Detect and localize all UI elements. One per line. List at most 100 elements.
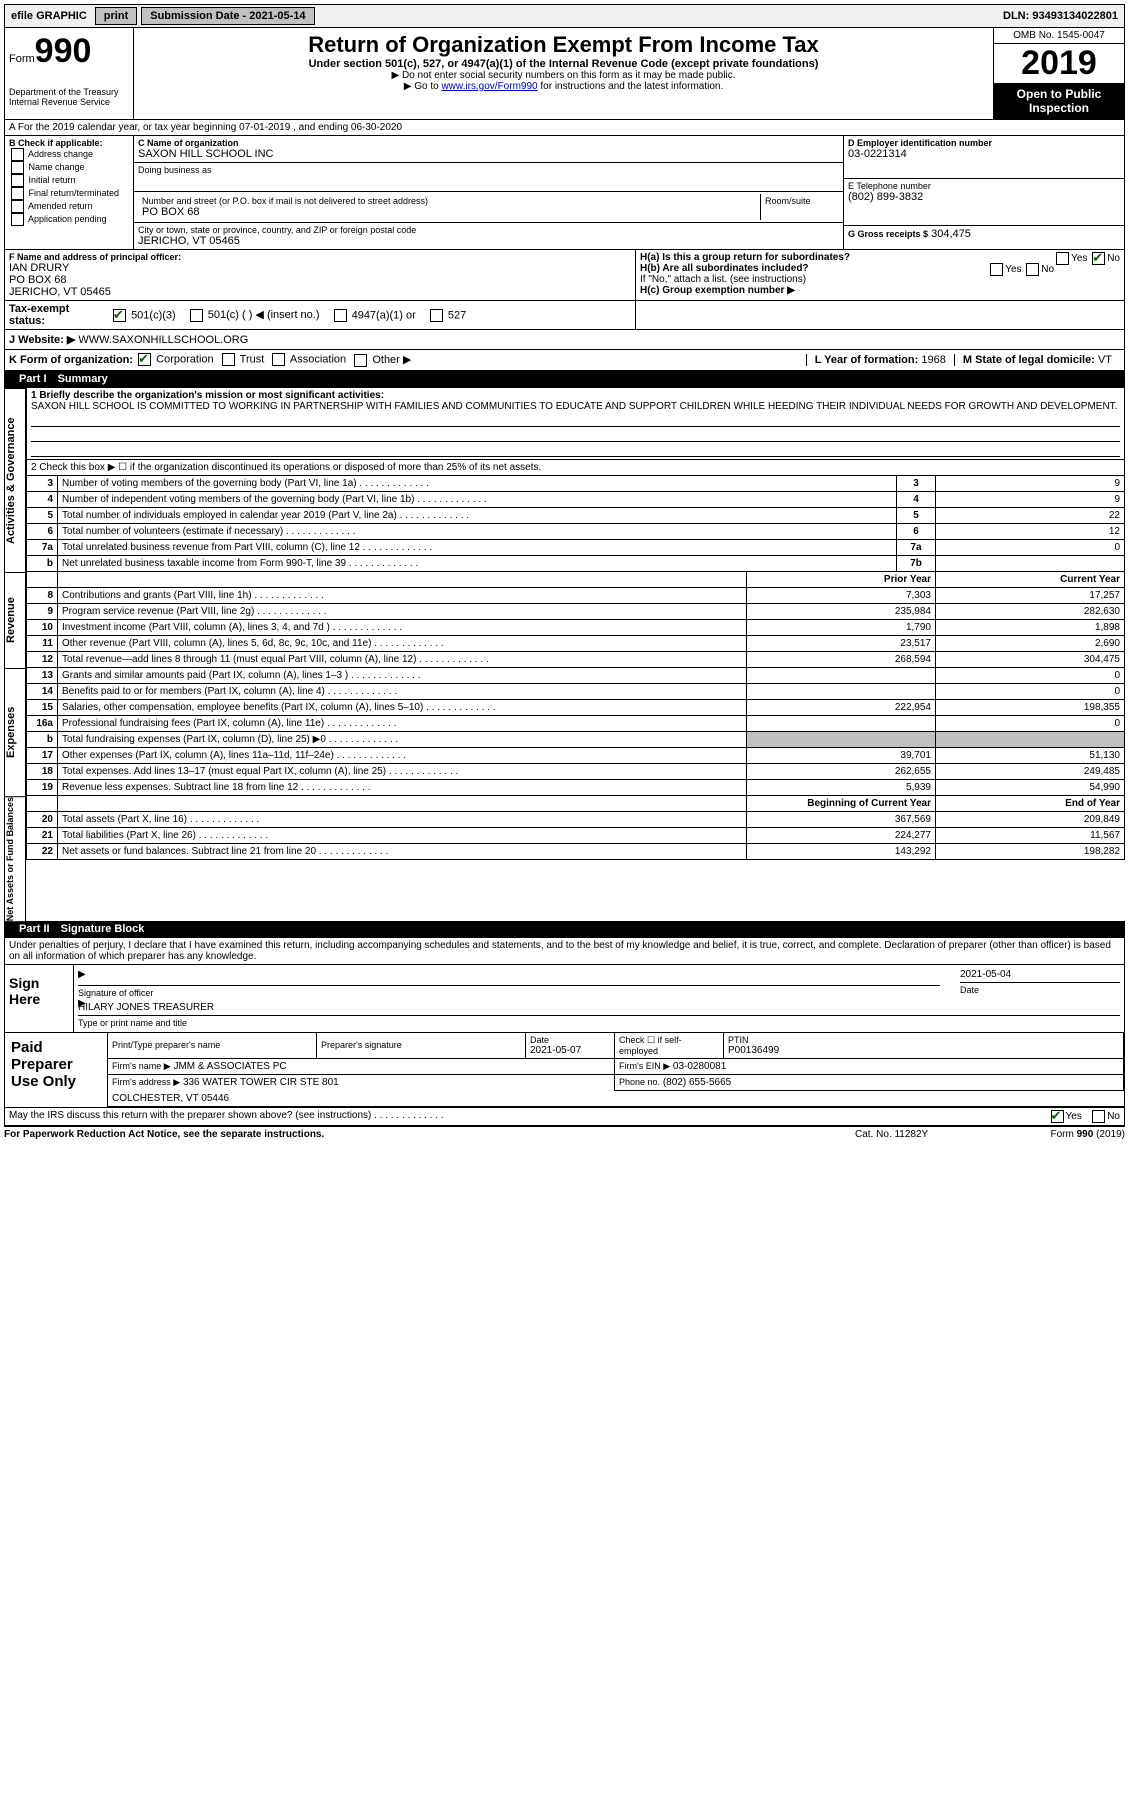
officer-addr1: PO BOX 68 — [9, 274, 631, 286]
efile-label: efile GRAPHIC — [5, 10, 93, 22]
subdate-label: Submission Date - — [150, 10, 246, 22]
part1-title: Summary — [58, 373, 108, 385]
d-label: D Employer identification number — [848, 138, 1120, 148]
chk-address-change[interactable]: Address change — [9, 148, 129, 161]
table-row: 16aProfessional fundraising fees (Part I… — [27, 715, 1125, 731]
table-row: bTotal fundraising expenses (Part IX, co… — [27, 731, 1125, 747]
dept-treasury: Department of the Treasury — [9, 87, 129, 97]
chk-trust[interactable]: Trust — [220, 353, 265, 366]
org-name: SAXON HILL SCHOOL INC — [138, 148, 839, 160]
revenue-body: Prior Year Current Year 8Contributions a… — [26, 572, 1125, 668]
c-street-row: Number and street (or P.O. box if mail i… — [134, 192, 843, 223]
d-ein-row: D Employer identification number 03-0221… — [844, 136, 1124, 179]
lines-rev: Prior Year Current Year 8Contributions a… — [26, 572, 1125, 668]
table-row: 10Investment income (Part VIII, column (… — [27, 619, 1125, 635]
chk-corp[interactable]: Corporation — [136, 353, 214, 366]
m-state: M State of legal domicile: VT — [954, 354, 1120, 366]
table-row: 5Total number of individuals employed in… — [27, 507, 1125, 523]
begin-year-hdr: Beginning of Current Year — [747, 796, 936, 812]
chk-4947[interactable]: 4947(a)(1) or — [332, 309, 416, 322]
paid-row3: Firm's address ▶ 336 WATER TOWER CIR STE… — [108, 1074, 1124, 1090]
h-section: H(a) Is this a group return for subordin… — [636, 250, 1124, 300]
form-number: 990 — [35, 32, 92, 70]
date-label: Date — [960, 985, 1120, 995]
table-row: 9Program service revenue (Part VIII, lin… — [27, 603, 1125, 619]
chk-final-return[interactable]: Final return/terminated — [9, 187, 129, 200]
blank-line2 — [31, 427, 1120, 442]
street-value: PO BOX 68 — [142, 206, 756, 218]
table-row: 20Total assets (Part X, line 16)367,5692… — [27, 811, 1125, 827]
l-year: L Year of formation: 1968 — [806, 354, 954, 366]
blank-line3 — [31, 442, 1120, 457]
paid-preparer-label: Paid Preparer Use Only — [5, 1033, 108, 1107]
prior-year-hdr: Prior Year — [747, 572, 936, 588]
ha-yes[interactable] — [1056, 252, 1069, 265]
hb-no[interactable] — [1026, 263, 1039, 276]
b-label: B Check if applicable: — [9, 138, 129, 148]
discuss-no[interactable] — [1092, 1110, 1105, 1123]
sect-activities: Activities & Governance 1 Briefly descri… — [4, 388, 1125, 572]
print-button[interactable]: print — [95, 7, 137, 25]
q1-label: 1 Briefly describe the organization's mi… — [31, 390, 1120, 401]
sign-here-block: Sign Here Signature of officer 2021-05-0… — [4, 965, 1125, 1033]
part1-header: Part I Summary — [4, 371, 1125, 388]
table-row: 3Number of voting members of the governi… — [27, 476, 1125, 492]
current-year-hdr: Current Year — [936, 572, 1125, 588]
footer: For Paperwork Reduction Act Notice, see … — [4, 1126, 1125, 1142]
j-label: J Website: ▶ — [9, 333, 75, 346]
lines-exp: 13Grants and similar amounts paid (Part … — [26, 668, 1125, 796]
chk-527[interactable]: 527 — [428, 309, 466, 322]
k-label: K Form of organization: — [9, 354, 133, 366]
chk-501c[interactable]: 501(c) ( ) ◀ (insert no.) — [188, 308, 320, 322]
section-bcdeg: B Check if applicable: Address change Na… — [4, 136, 1125, 250]
table-row: 19Revenue less expenses. Subtract line 1… — [27, 779, 1125, 795]
part2-header: Part II Signature Block — [4, 921, 1125, 938]
paid-preparer-block: Paid Preparer Use Only Print/Type prepar… — [4, 1033, 1125, 1108]
chk-assoc[interactable]: Association — [270, 353, 346, 366]
chk-501c3[interactable]: 501(c)(3) — [111, 309, 176, 322]
c-dba-row: Doing business as — [134, 163, 843, 192]
chk-other[interactable]: Other ▶ — [352, 353, 411, 367]
irs-label: Internal Revenue Service — [9, 97, 129, 107]
paid-row2: Firm's name ▶ JMM & ASSOCIATES PC Firm's… — [108, 1058, 1124, 1074]
hb-yes[interactable] — [990, 263, 1003, 276]
f-officer: F Name and address of principal officer:… — [5, 250, 636, 300]
sect-expenses: Expenses 13Grants and similar amounts pa… — [4, 668, 1125, 796]
chk-application-pending[interactable]: Application pending — [9, 213, 129, 226]
side-netassets: Net Assets or Fund Balances — [4, 796, 26, 921]
gross-receipts: 304,475 — [931, 228, 971, 240]
table-row: 6Total number of volunteers (estimate if… — [27, 523, 1125, 539]
col-dg: D Employer identification number 03-0221… — [843, 136, 1124, 249]
side-expenses: Expenses — [4, 668, 26, 796]
irs-link[interactable]: www.irs.gov/Form990 — [441, 81, 537, 92]
col-b-checkboxes: B Check if applicable: Address change Na… — [5, 136, 134, 249]
lines-ag: 3Number of voting members of the governi… — [26, 476, 1125, 572]
sect-revenue: Revenue Prior Year Current Year 8Contrib… — [4, 572, 1125, 668]
end-year-hdr: End of Year — [936, 796, 1125, 812]
chk-initial-return[interactable]: Initial return — [9, 174, 129, 187]
form-ref: Form 990 (2019) — [975, 1129, 1125, 1140]
section-fh: F Name and address of principal officer:… — [4, 250, 1125, 301]
row-j-website: J Website: ▶ WWW.SAXONHILLSCHOOL.ORG — [4, 330, 1125, 350]
chk-name-change[interactable]: Name change — [9, 161, 129, 174]
sign-here-body: Signature of officer 2021-05-04 Date HIL… — [74, 965, 1124, 1032]
discuss-yes[interactable] — [1051, 1110, 1064, 1123]
ha-row: H(a) Is this a group return for subordin… — [640, 252, 1120, 263]
form-right: OMB No. 1545-0047 2019 Open to Public In… — [993, 28, 1124, 119]
form-word: Form — [9, 53, 35, 65]
chk-amended[interactable]: Amended return — [9, 200, 129, 213]
table-row: 14Benefits paid to or for members (Part … — [27, 683, 1125, 699]
col-cde: C Name of organization SAXON HILL SCHOOL… — [134, 136, 843, 249]
ein-value: 03-0221314 — [848, 148, 1120, 160]
sig-line2 — [78, 1015, 1120, 1016]
q1-block: 1 Briefly describe the organization's mi… — [26, 388, 1125, 460]
submission-date-button[interactable]: Submission Date - 2021-05-14 — [141, 7, 314, 25]
ha-no[interactable] — [1092, 252, 1105, 265]
omb-number: OMB No. 1545-0047 — [994, 28, 1124, 44]
phone-value: (802) 899-3832 — [848, 191, 1120, 203]
paperwork-notice: For Paperwork Reduction Act Notice, see … — [4, 1129, 855, 1140]
table-row: 18Total expenses. Add lines 13–17 (must … — [27, 763, 1125, 779]
form-subtitle: Under section 501(c), 527, or 4947(a)(1)… — [138, 58, 989, 70]
net-header-row: Beginning of Current Year End of Year — [27, 796, 1125, 812]
lines-net: Beginning of Current Year End of Year 20… — [26, 796, 1125, 860]
